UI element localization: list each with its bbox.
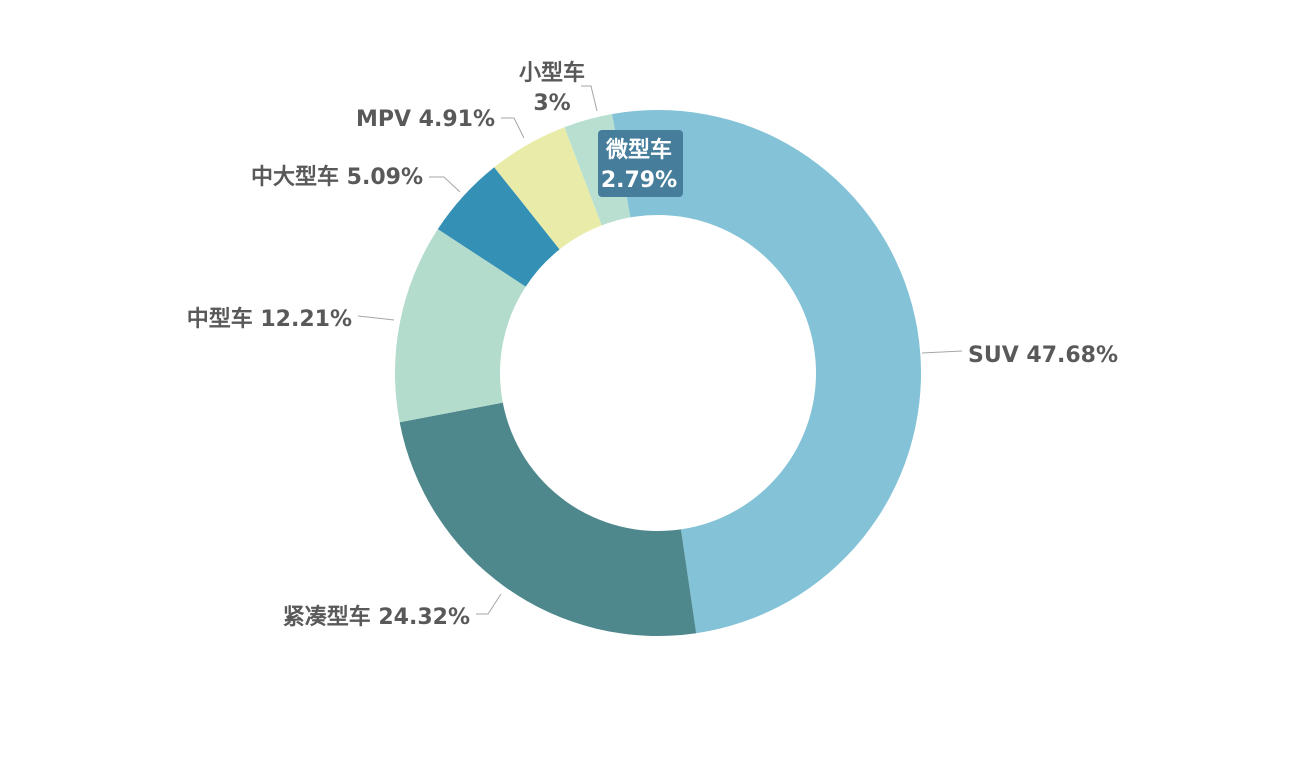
donut-slice-3 — [394, 229, 526, 423]
slice-label-7-line-1: 微型车 — [605, 137, 672, 163]
slice-label-4: 中大型车 5.09% — [251, 164, 423, 190]
leader-line-1 — [921, 350, 963, 354]
leader-line-2 — [476, 593, 502, 615]
slice-label-6-line-1: 小型车 — [519, 60, 585, 86]
donut-slice-5 — [494, 127, 602, 250]
leader-line-5 — [501, 117, 525, 139]
slices-layer — [394, 110, 921, 636]
slice-label-1: SUV 47.68% — [968, 343, 1118, 368]
donut-slice-4 — [437, 167, 560, 287]
slice-label-3: 中型车 12.21% — [187, 306, 352, 332]
labels-layer: SUV 47.68% 紧凑型车 24.32% 中型车 12.21% 中大型车 5.09… — [187, 60, 1118, 630]
label-highlight-box — [598, 130, 683, 197]
leaders-layer — [357, 85, 963, 615]
donut-slice-1 — [658, 110, 921, 634]
leader-line-6 — [581, 85, 598, 112]
leader-line-4 — [429, 176, 461, 193]
leader-line-3 — [357, 315, 395, 321]
donut-slice-2 — [399, 402, 697, 636]
slice-label-5: MPV 4.91% — [356, 107, 495, 132]
slice-label-6-line-2: 3% — [533, 91, 570, 116]
slice-label-7-line-2: 2.79% — [601, 168, 677, 193]
slice-label-2: 紧凑型车 24.32% — [283, 604, 470, 630]
